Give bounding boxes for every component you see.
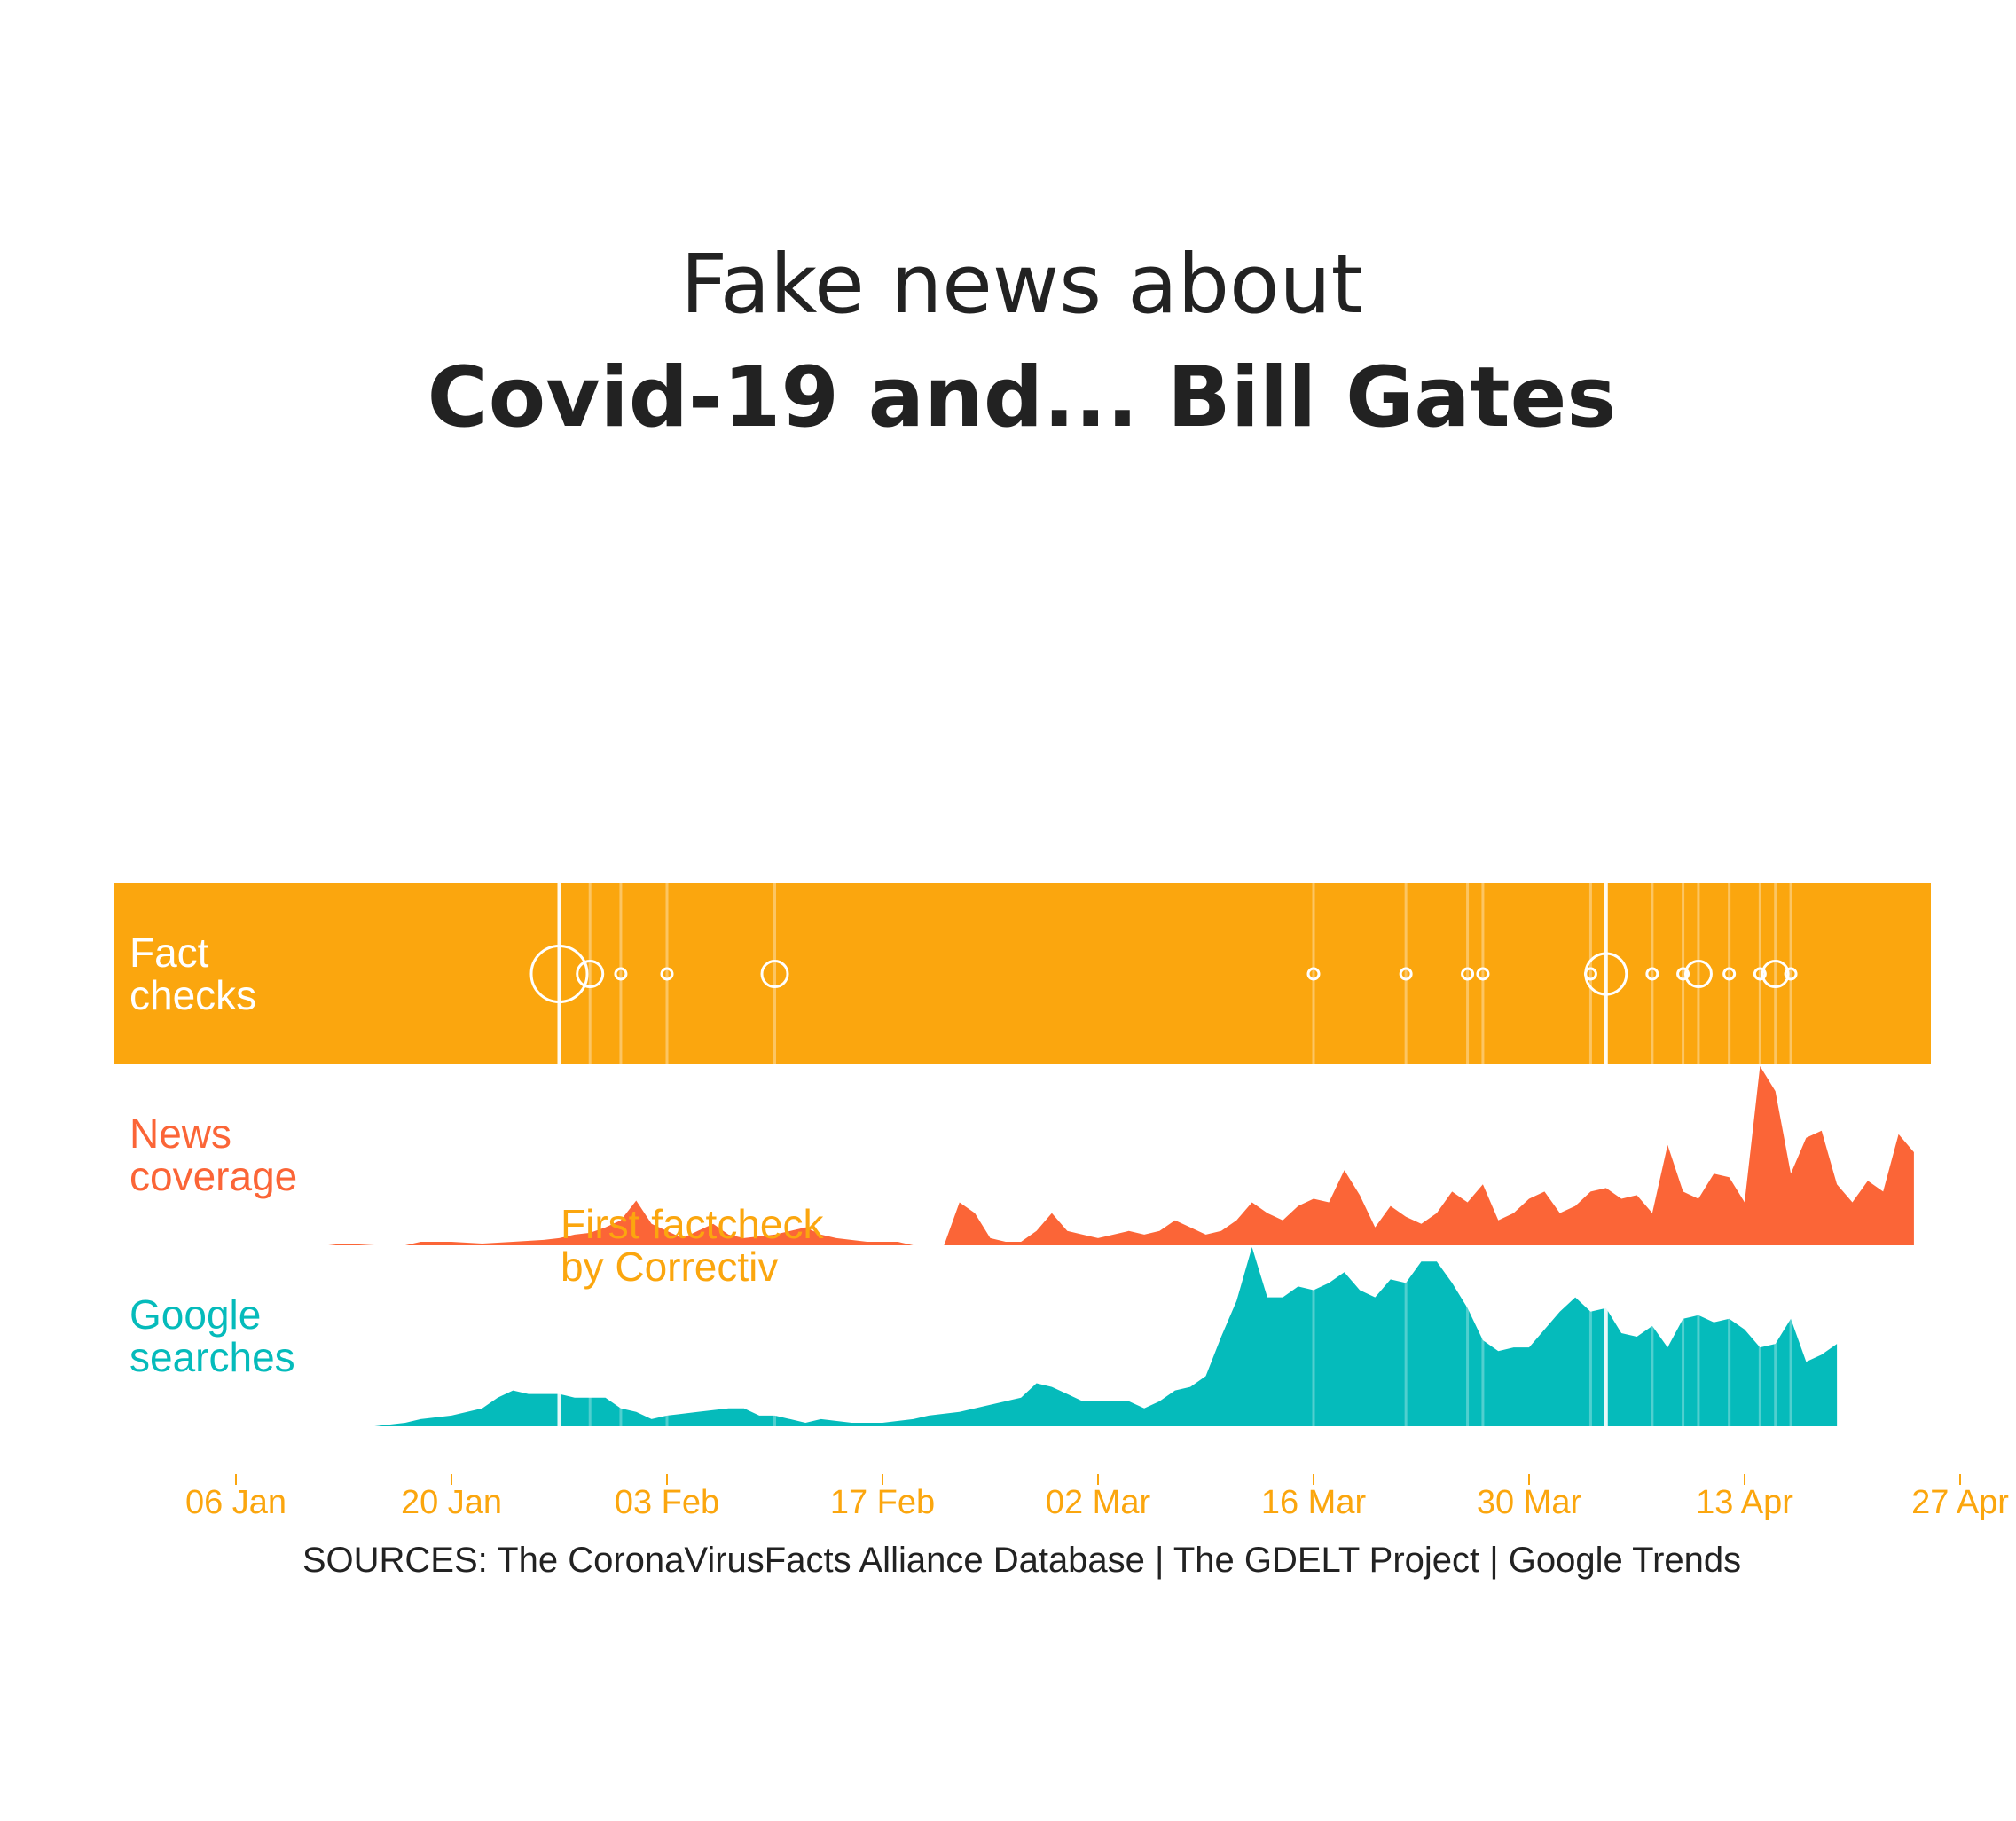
fact-check-marker-5 <box>1306 967 1321 981</box>
x-tick-label-6: 30 Mar <box>1477 1484 1582 1521</box>
fact-check-marker-2 <box>614 967 628 981</box>
fact-check-band <box>114 883 1931 1064</box>
fact-check-marker-15 <box>1753 967 1767 981</box>
fact-check-marker-4 <box>760 960 789 988</box>
fact-checks-label-line-1: Fact <box>129 930 209 976</box>
x-tick-label-7: 13 Apr <box>1696 1484 1793 1521</box>
x-tick-label-3: 17 Feb <box>830 1484 935 1521</box>
google-fact-lines <box>557 1247 1792 1426</box>
fact-check-lines <box>557 883 1792 1064</box>
title-line-1: Fake news about <box>680 237 1362 332</box>
x-tick-label-2: 03 Feb <box>615 1484 719 1521</box>
title-line-2: Covid-19 and... Bill Gates <box>428 349 1617 446</box>
annotation-line-2: by Correctiv <box>561 1244 778 1290</box>
fact-check-marker-14 <box>1722 967 1737 981</box>
fact-check-marker-3 <box>660 967 674 981</box>
x-tick-label-8: 27 Apr <box>1911 1484 2009 1521</box>
fact-check-marker-7 <box>1461 967 1475 981</box>
fact-check-marker-6 <box>1399 967 1413 981</box>
google-searches-label-line-2: searches <box>129 1334 295 1380</box>
fact-check-marker-1 <box>576 960 605 988</box>
fact-checks-label-line-2: checks <box>129 972 256 1018</box>
sources-note: SOURCES: The CoronaVirusFacts Alliance D… <box>302 1541 1741 1580</box>
fact-check-marker-8 <box>1476 967 1490 981</box>
x-tick-label-1: 20 Jan <box>401 1484 502 1521</box>
news-coverage-area <box>328 1066 1914 1245</box>
x-axis: 06 Jan 20 Jan 03 Feb 17 Feb 02 Mar 16 Mar 30 M… <box>185 1474 2009 1521</box>
news-coverage-label-line-1: News <box>129 1111 231 1157</box>
news-coverage-label-line-2: coverage <box>129 1153 297 1199</box>
x-tick-label-0: 06 Jan <box>185 1484 286 1521</box>
fact-check-marker-13 <box>1683 960 1713 988</box>
fact-check-marker-12 <box>1676 967 1690 981</box>
annotation-line-1: First factcheck <box>561 1201 825 1247</box>
fact-check-marker-10 <box>1584 952 1628 996</box>
fact-check-marker-16 <box>1761 960 1790 988</box>
fact-check-marker-11 <box>1645 967 1659 981</box>
x-tick-label-5: 16 Mar <box>1261 1484 1367 1521</box>
fact-check-markers <box>529 945 1798 1003</box>
google-searches-label-line-1: Google <box>129 1291 261 1338</box>
x-tick-label-4: 02 Mar <box>1046 1484 1151 1521</box>
fact-check-marker-17 <box>1784 967 1798 981</box>
google-searches-area <box>358 1247 1838 1426</box>
fact-check-marker-0 <box>529 945 589 1003</box>
